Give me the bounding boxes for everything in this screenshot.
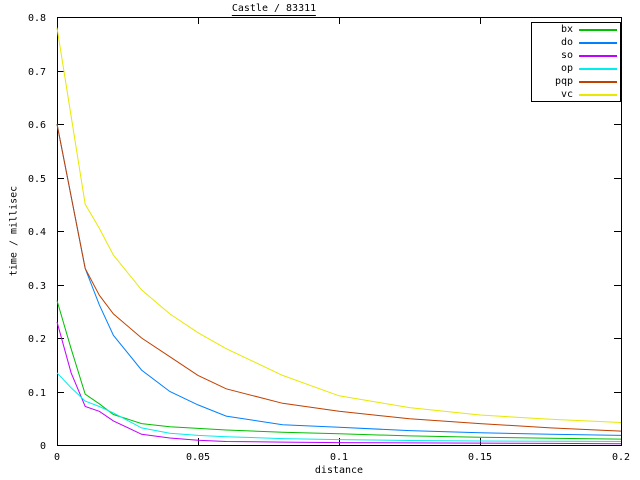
legend-label: do [560,37,573,48]
legend-label: pqp [554,76,573,87]
y-tick-label: 0.8 [28,13,46,24]
legend-box: bx do so op pqp vc [531,22,621,102]
legend-label: op [560,63,573,74]
x-tick-label: 0.1 [330,452,348,463]
y-tick-label: 0.7 [28,67,46,78]
x-tick-label: 0.05 [186,452,210,463]
legend-line-sample [579,54,617,57]
series-line-so [56,321,622,445]
x-tick-label: 0.2 [612,452,630,463]
y-tick-label: 0.5 [28,174,46,185]
y-tick-label: 0.3 [28,281,46,292]
legend-line-sample [579,67,617,70]
y-tick-label: 0.4 [28,227,46,238]
legend-line-sample [579,41,617,44]
legend-item-pqp: pqp [532,75,620,88]
chart-title: Castle / 83311 [231,3,317,16]
legend-item-bx: bx [532,23,620,36]
legend-label: vc [560,89,573,100]
legend-item-so: so [532,49,620,62]
series-line-vc [56,27,622,423]
series-line-do [56,123,622,436]
legend-line-sample [579,93,617,96]
series-line-op [56,372,622,442]
legend-item-do: do [532,36,620,49]
y-tick-label: 0.6 [28,120,46,131]
y-tick-label: 0.1 [28,388,46,399]
y-tick-label: 0 [40,441,46,452]
legend-label: so [560,50,573,61]
legend-label: bx [560,24,573,35]
series-line-bx [56,300,622,440]
x-axis-label: distance [314,465,364,476]
x-tick-label: 0.15 [468,452,492,463]
legend-item-vc: vc [532,88,620,101]
y-tick-label: 0.2 [28,334,46,345]
legend-item-op: op [532,62,620,75]
series-line-pqp [56,123,622,432]
legend-line-sample [579,28,617,31]
x-tick-label: 0 [54,452,60,463]
y-axis-label: time / millisec [8,185,20,277]
legend-line-sample [579,80,617,83]
